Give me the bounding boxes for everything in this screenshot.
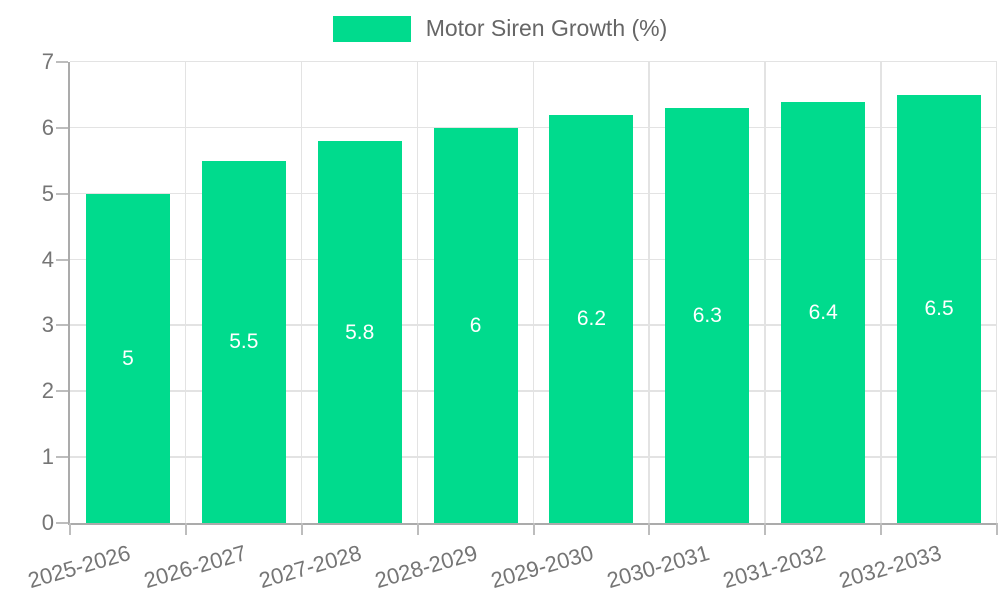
bar-value-label: 6.3 bbox=[692, 304, 722, 328]
bar-2032-2033[interactable]: 6.5 bbox=[897, 94, 982, 523]
y-axis-tick-label: 1 bbox=[41, 444, 54, 470]
x-axis-tick-label: 2032-2033 bbox=[835, 540, 944, 594]
x-axis-tick-label: 2027-2028 bbox=[256, 540, 365, 594]
x-axis-labels: 2025-2026 2026-2027 2027-2028 2028-2029 2029… bbox=[25, 531, 995, 600]
bar-value-label: 5.5 bbox=[229, 330, 259, 354]
y-axis-tick-label: 4 bbox=[41, 246, 54, 272]
bar-value-label: 5.8 bbox=[345, 320, 375, 344]
y-tick-mark bbox=[56, 324, 68, 327]
y-tick-mark bbox=[56, 126, 68, 129]
x-tick-mark bbox=[996, 523, 998, 535]
y-tick-mark bbox=[56, 456, 68, 459]
y-tick-mark bbox=[56, 258, 68, 261]
gridline-vertical bbox=[648, 62, 650, 523]
gridline-vertical bbox=[996, 62, 998, 523]
y-tick-mark bbox=[56, 522, 68, 524]
y-axis-tick-label: 6 bbox=[41, 114, 54, 140]
legend-label: Motor Siren Growth (%) bbox=[425, 15, 668, 41]
gridline-horizontal bbox=[70, 61, 997, 63]
gridline-vertical bbox=[416, 62, 419, 523]
x-axis-tick-label: 2031-2032 bbox=[720, 540, 829, 594]
bar-2029-2030[interactable]: 6.2 bbox=[549, 114, 634, 523]
gridline-vertical bbox=[880, 62, 882, 523]
y-tick-mark bbox=[56, 192, 68, 195]
bar-value-label: 6.4 bbox=[808, 300, 838, 324]
gridline-vertical bbox=[184, 62, 187, 523]
y-axis-tick-label: 2 bbox=[41, 378, 54, 404]
x-axis-tick-label: 2028-2029 bbox=[372, 540, 481, 594]
x-axis-tick-label: 2029-2030 bbox=[488, 540, 597, 594]
bar-2026-2027[interactable]: 5.5 bbox=[201, 160, 286, 523]
bar-2025-2026[interactable]: 5 bbox=[85, 193, 170, 523]
bar-value-label: 5 bbox=[122, 346, 134, 370]
legend-item[interactable]: Motor Siren Growth (%) bbox=[0, 15, 1000, 42]
y-tick-mark bbox=[56, 61, 68, 63]
x-axis-tick-label: 2030-2031 bbox=[604, 540, 713, 594]
x-axis-tick-label: 2025-2026 bbox=[24, 540, 133, 594]
y-axis-tick-label: 5 bbox=[41, 180, 54, 206]
y-axis-tick-label: 3 bbox=[41, 312, 54, 338]
gridline-vertical bbox=[300, 62, 303, 523]
plot-area: 5 5.5 5.8 6 6.2 6.3 6.4 6.5 bbox=[56, 61, 998, 535]
bar-2028-2029[interactable]: 6 bbox=[433, 127, 518, 523]
bar-2027-2028[interactable]: 5.8 bbox=[317, 141, 402, 523]
gridline-vertical bbox=[764, 62, 766, 523]
y-axis-tick-label: 0 bbox=[41, 510, 54, 535]
legend-swatch bbox=[332, 15, 411, 42]
bar-value-label: 6 bbox=[469, 313, 482, 337]
gridline-vertical bbox=[532, 62, 534, 523]
bar-2030-2031[interactable]: 6.3 bbox=[665, 108, 750, 523]
bar-value-label: 6.2 bbox=[576, 307, 607, 331]
y-axis-tick-label: 7 bbox=[41, 49, 54, 74]
x-axis-tick-label: 2026-2027 bbox=[140, 540, 249, 594]
y-tick-mark bbox=[56, 390, 68, 393]
bar-2031-2032[interactable]: 6.4 bbox=[781, 101, 866, 523]
bar-value-label: 6.5 bbox=[924, 297, 954, 321]
